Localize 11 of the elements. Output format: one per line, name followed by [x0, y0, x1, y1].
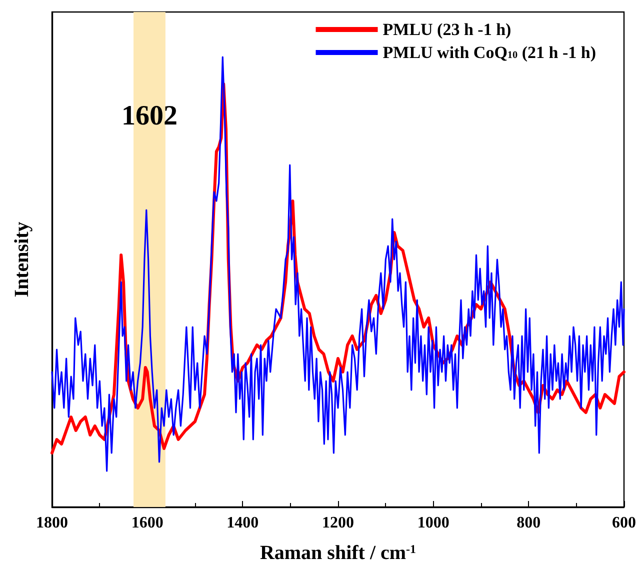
y-axis-title: Intensity [11, 222, 33, 298]
band-label: 1602 [121, 100, 178, 132]
x-tick-label: 1400 [226, 514, 259, 532]
x-tick-label: 800 [516, 514, 541, 532]
legend-label: PMLU with CoQ10 (21 h -1 h) [382, 43, 596, 62]
x-tick-label: 1800 [36, 514, 68, 532]
x-tick-label: 1000 [417, 514, 450, 532]
x-tick-label: 1600 [131, 514, 164, 532]
x-tick-label: 600 [612, 514, 636, 532]
legend-label: PMLU (23 h -1 h) [382, 20, 512, 39]
x-tick-label: 1200 [322, 514, 354, 532]
